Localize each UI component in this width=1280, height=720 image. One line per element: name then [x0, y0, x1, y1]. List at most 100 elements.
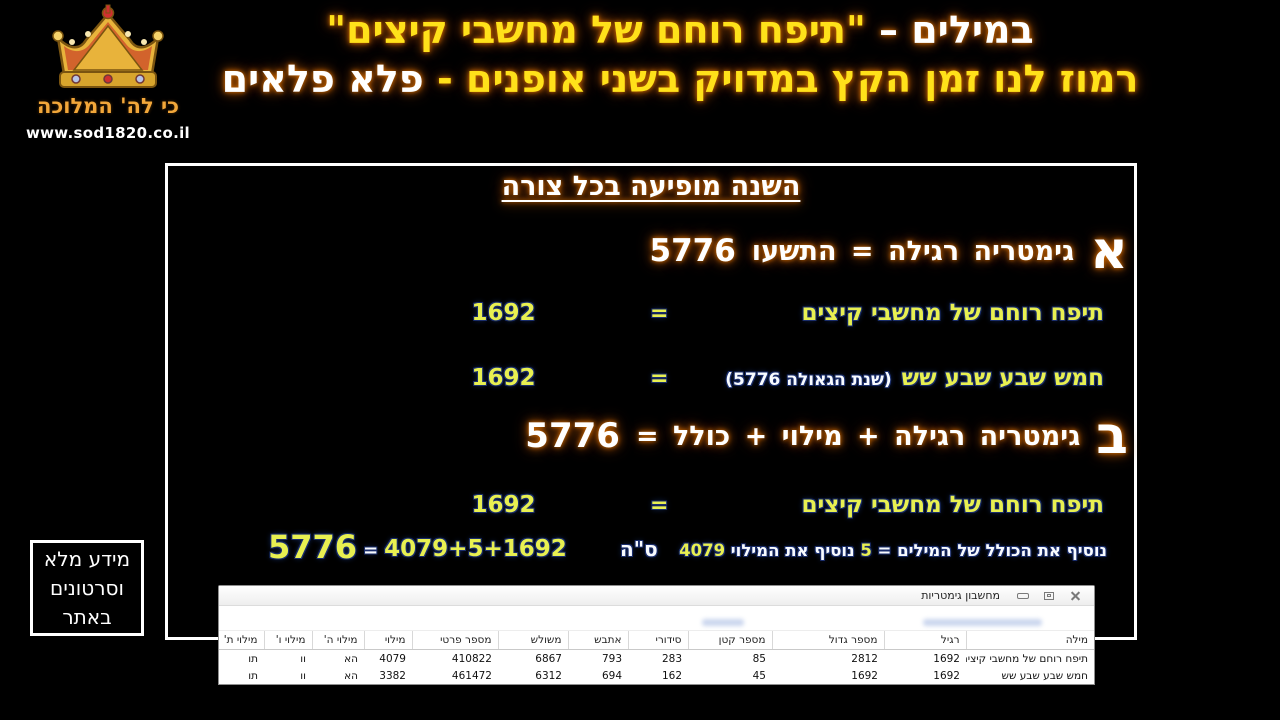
column-header: מילוי ו': [263, 631, 312, 650]
equals-sign: =: [650, 493, 669, 518]
cell: 410822: [451, 652, 492, 665]
column-header: מילה: [965, 631, 1094, 650]
box-header-text: השנה מופיעה בכל צורה: [501, 171, 801, 202]
table-row[interactable]: תיפח רוחם של מחשבי קיצים 1692 2812 85 28…: [219, 650, 1094, 668]
column-header: מספר גדול: [771, 631, 884, 650]
row-label: תיפח רוחם של מחשבי קיצים: [801, 300, 1104, 326]
title-line1-white: במילים –: [865, 8, 1034, 52]
equals-sign: =: [650, 301, 669, 326]
cell: 4079: [379, 652, 406, 665]
section-b-value: 5776: [525, 416, 620, 457]
section-a-text: גימטריה רגילה = התשעו: [751, 235, 1075, 267]
sum-addends: 4079+5+1692: [384, 536, 567, 562]
cell: 694: [601, 669, 622, 682]
column-header: משולש: [497, 631, 568, 650]
section-a: א גימטריה רגילה = התשעו 5776: [649, 221, 1128, 281]
cell: 793: [601, 652, 622, 665]
sum-equals: =: [363, 540, 379, 561]
equals-sign: =: [650, 366, 669, 391]
cell: תו: [248, 669, 258, 682]
cell: חמש שבע שבע שש: [1001, 669, 1089, 682]
section-b: ב גימטריה רגילה + מילוי + כולל = 5776: [525, 406, 1128, 466]
calculator-window: מחשבון גימטריות מילה רגיל מספר גדול מספר…: [218, 585, 1095, 685]
sum-total: 5776: [268, 528, 358, 566]
crown-icon: [52, 4, 164, 88]
sum-note-4079: 4079: [679, 541, 726, 560]
section-a-letter: א: [1090, 221, 1128, 281]
sum-note-5: 5: [860, 541, 872, 560]
column-header: מילוי ה': [311, 631, 364, 650]
cell: 461472: [451, 669, 492, 682]
section-a-value: 5776: [649, 233, 736, 270]
gematria-row-b1: תיפח רוחם של מחשבי קיצים = 1692: [168, 492, 1134, 524]
cell: תיפח רוחם של מחשבי קיצים: [966, 652, 1088, 665]
cell: וו: [300, 669, 306, 682]
cell: 45: [752, 669, 766, 682]
table-header-row: מילה רגיל מספר גדול מספר קטן סידורי אתבש…: [219, 631, 1094, 650]
column-header: אתבש: [567, 631, 628, 650]
title-line-1: במילים – "תיפח רוחם של מחשבי קיצים": [150, 6, 1210, 55]
window-title: מחשבון גימטריות: [921, 589, 1000, 602]
calculator-toolbar: [219, 606, 1094, 631]
cell: וו: [300, 652, 306, 665]
cell: הא: [344, 652, 358, 665]
blurred-text: [923, 619, 1042, 626]
cell: 3382: [379, 669, 406, 682]
site-logo: כי לה' המלוכה www.sod1820.co.il: [8, 4, 208, 142]
row-value: 1692: [471, 365, 536, 391]
cell: תו: [248, 652, 258, 665]
section-b-text: גימטריה רגילה + מילוי + כולל =: [635, 420, 1081, 452]
column-header: מספר פרטי: [411, 631, 498, 650]
cell: 2812: [851, 652, 878, 665]
row-label: תיפח רוחם של מחשבי קיצים: [801, 492, 1104, 518]
title-line1-yellow: "תיפח רוחם של מחשבי קיצים": [326, 8, 866, 52]
cell: 1692: [851, 669, 878, 682]
column-header: רגיל: [883, 631, 966, 650]
info-box: מידע מלא וסרטונים באתר: [30, 540, 144, 636]
box-header: השנה מופיעה בכל צורה: [168, 171, 1134, 202]
logo-brand-text: כי לה' המלוכה: [36, 94, 180, 118]
slide-title: במילים – "תיפח רוחם של מחשבי קיצים" רמוז…: [150, 6, 1210, 103]
sum-note-prefix: נוסיף את הכולל של המילים =: [871, 541, 1107, 560]
column-header: מילוי: [363, 631, 412, 650]
cell: 85: [752, 652, 766, 665]
row-label-note: (שנת הגאולה 5776): [725, 370, 892, 390]
sum-note: נוסיף את הכולל של המילים = 5 נוסיף את המ…: [679, 541, 1107, 560]
cell: 162: [661, 669, 682, 682]
content-box: השנה מופיעה בכל צורה א גימטריה רגילה = ה…: [165, 163, 1137, 640]
info-line: וסרטונים: [50, 575, 124, 600]
minimize-button[interactable]: [1010, 588, 1036, 603]
sum-line: נוסיף את הכולל של המילים = 5 נוסיף את המ…: [168, 528, 1134, 580]
calculator-titlebar: מחשבון גימטריות: [219, 586, 1094, 606]
close-button[interactable]: [1062, 588, 1088, 603]
cell: הא: [344, 669, 358, 682]
row-value: 1692: [471, 300, 536, 326]
table-row[interactable]: חמש שבע שבע שש 1692 1692 45 162 694 6312…: [219, 667, 1094, 684]
cell: 1692: [933, 652, 960, 665]
row-label: חמש שבע שבע שש: [901, 365, 1104, 391]
column-header: מילוי ת': [219, 631, 264, 650]
gematria-table: מילה רגיל מספר גדול מספר קטן סידורי אתבש…: [219, 631, 1094, 684]
sum-note-mid: נוסיף את המילוי: [725, 541, 861, 560]
blurred-text: [702, 619, 744, 626]
title-line-2: רמוז לנו זמן הקץ במדויק בשני אופנים - פל…: [150, 55, 1210, 104]
info-line: מידע מלא: [43, 546, 131, 571]
section-b-letter: ב: [1096, 406, 1128, 466]
cell: 283: [661, 652, 682, 665]
row-value: 1692: [471, 492, 536, 518]
title-line2-white: פלא פלאים: [221, 56, 424, 101]
column-header: מספר קטן: [687, 631, 772, 650]
restore-button[interactable]: [1036, 588, 1062, 603]
close-icon: [1070, 590, 1081, 601]
website-link[interactable]: www.sod1820.co.il: [25, 124, 190, 142]
restore-icon: [1044, 591, 1054, 600]
cell: 6312: [535, 669, 562, 682]
cell: 6867: [535, 652, 562, 665]
column-header: סידורי: [627, 631, 688, 650]
sum-expression: 5776 = 4079+5+1692: [268, 528, 567, 566]
cell: 1692: [933, 669, 960, 682]
gematria-row-a1: תיפח רוחם של מחשבי קיצים = 1692: [168, 300, 1134, 332]
row-label-group: חמש שבע שבע שש (שנת הגאולה 5776): [725, 365, 1104, 391]
gematria-row-a2: חמש שבע שבע שש (שנת הגאולה 5776) = 1692: [168, 365, 1134, 397]
